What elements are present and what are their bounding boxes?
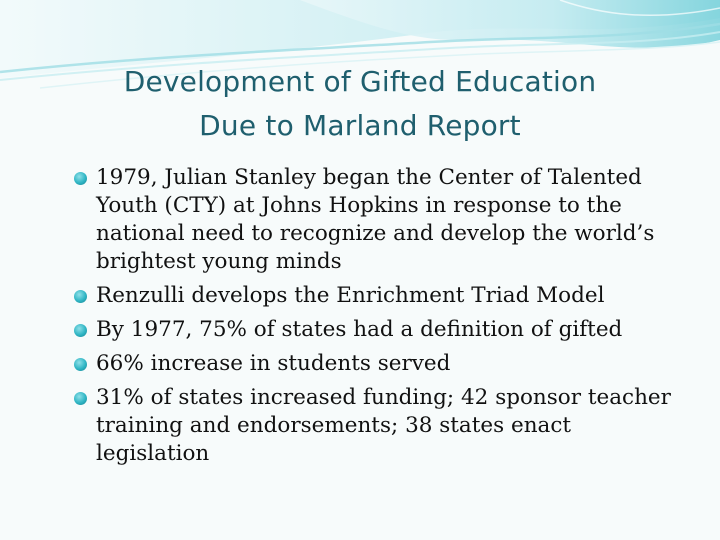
bullet-dot-icon: [74, 358, 87, 371]
slide-title-line-2: Due to Marland Report: [199, 109, 521, 142]
bullet-item: 1979, Julian Stanley began the Center of…: [74, 164, 684, 276]
bullet-dot-icon: [74, 172, 87, 185]
bullet-dot-icon: [74, 392, 87, 405]
bullet-text: 31% of states increased funding; 42 spon…: [96, 385, 671, 466]
bullet-item: 66% increase in students served: [74, 350, 684, 378]
bullet-item: 31% of states increased funding; 42 spon…: [74, 384, 684, 468]
bullet-dot-icon: [74, 324, 87, 337]
bullet-text: 66% increase in students served: [96, 351, 451, 376]
slide-title: Development of Gifted Education Due to M…: [60, 60, 660, 148]
bullet-text: Renzulli develops the Enrichment Triad M…: [96, 283, 605, 308]
bullet-text: By 1977, 75% of states had a definition …: [96, 317, 623, 342]
bullet-dot-icon: [74, 290, 87, 303]
bullet-list: 1979, Julian Stanley began the Center of…: [74, 164, 684, 474]
decorative-wave-header: [0, 0, 720, 89]
bullet-text: 1979, Julian Stanley began the Center of…: [96, 165, 655, 274]
bullet-item: By 1977, 75% of states had a definition …: [74, 316, 684, 344]
slide-title-line-1: Development of Gifted Education: [123, 65, 597, 98]
bullet-item: Renzulli develops the Enrichment Triad M…: [74, 282, 684, 310]
